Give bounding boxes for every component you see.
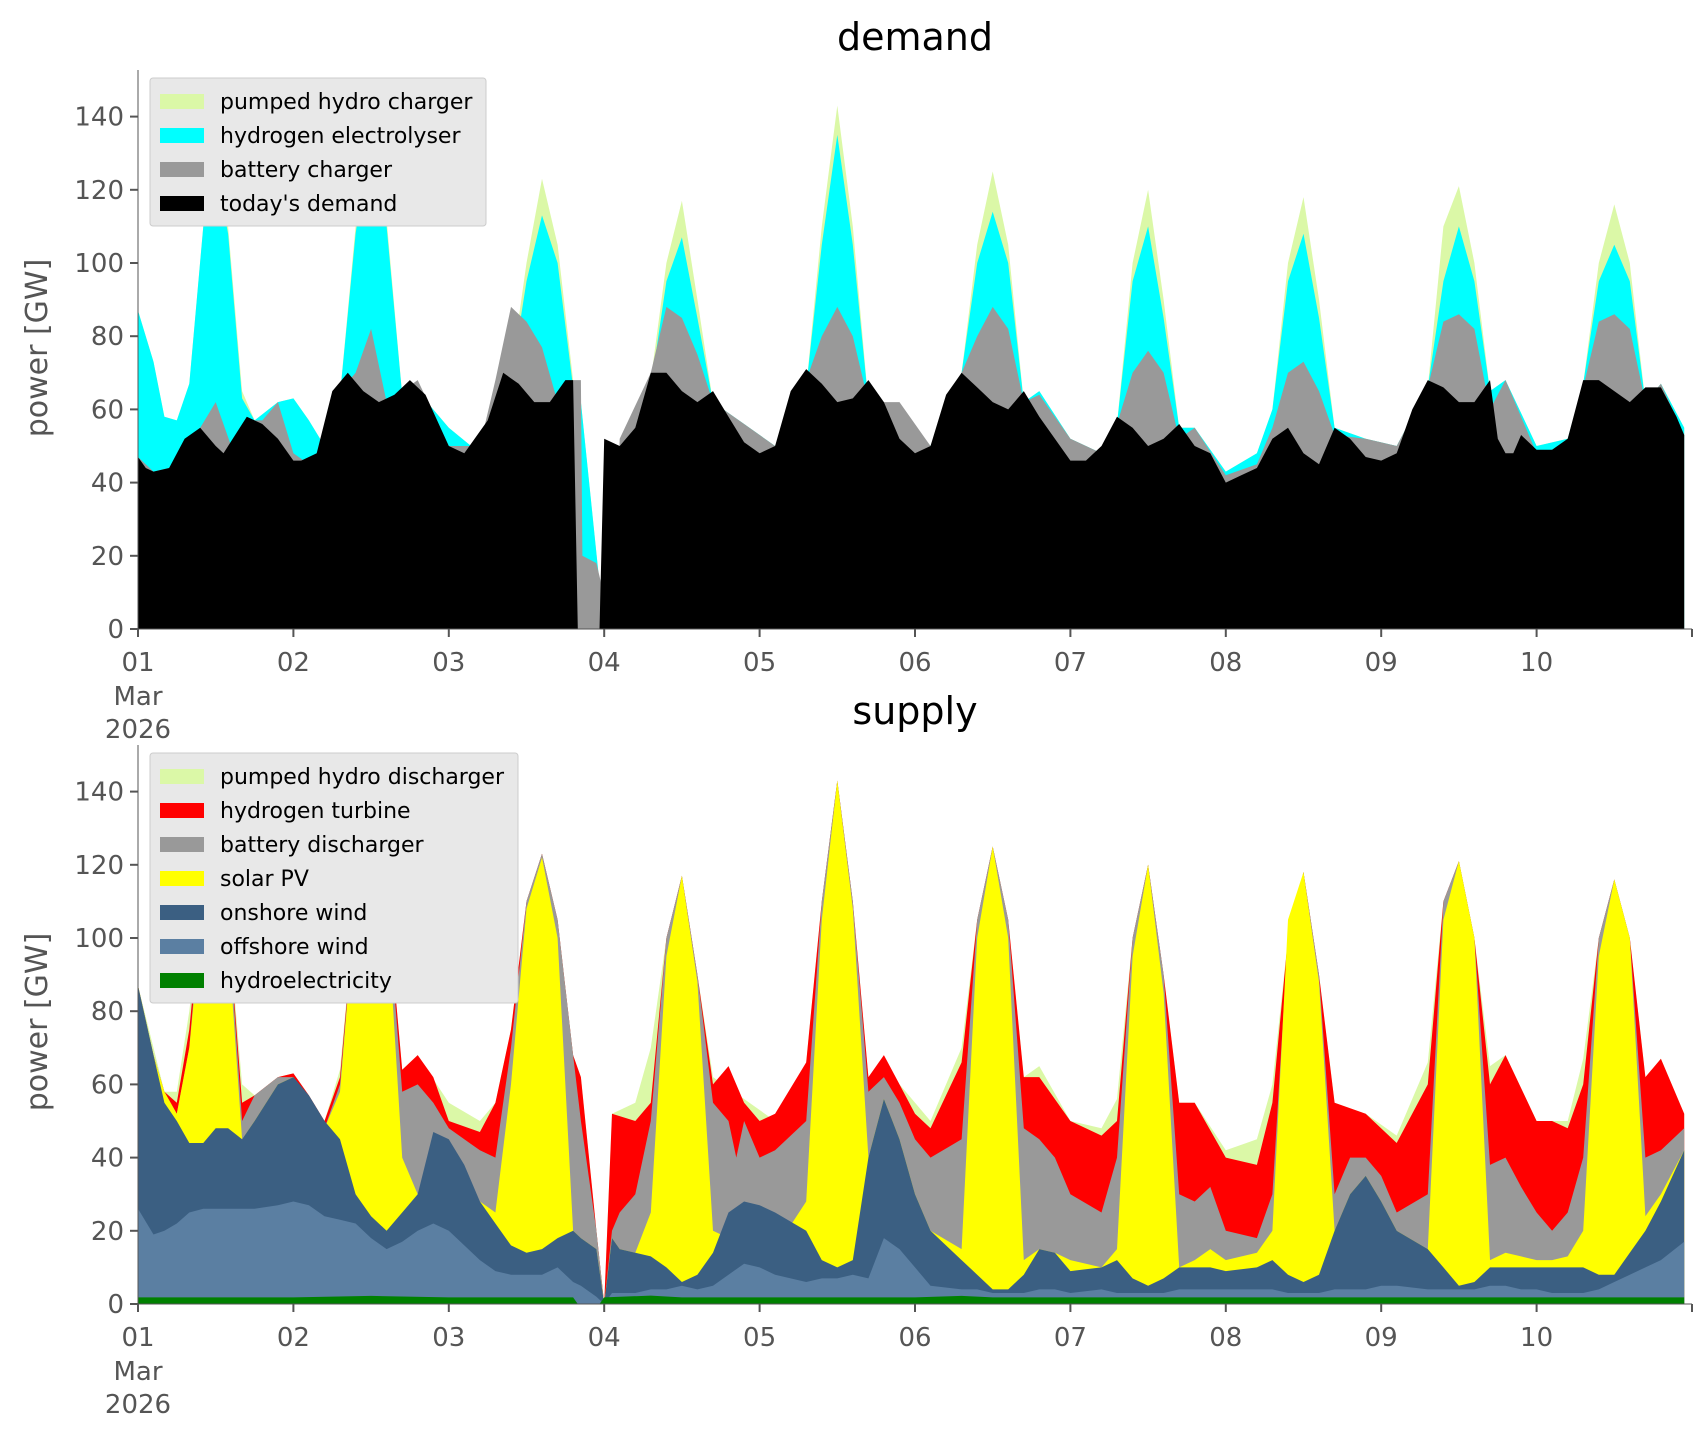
x-tick-sublabel: 2026 (105, 715, 171, 745)
x-tick-label: 06 (898, 648, 931, 678)
area-layers (138, 105, 1685, 630)
y-axis-label: power [GW] (20, 933, 55, 1112)
legend-swatch (160, 94, 204, 109)
x-tick-label: 08 (1209, 648, 1242, 678)
legend-swatch (160, 162, 204, 177)
legend-label: pumped hydro discharger (220, 765, 505, 790)
legend-swatch (160, 939, 204, 954)
y-tick-label: 140 (74, 103, 124, 133)
chart-title: demand (837, 15, 993, 59)
x-tick-label: 02 (277, 1323, 310, 1353)
x-tick-label: 01 (121, 1323, 154, 1353)
legend-label: hydrogen electrolyser (220, 124, 461, 149)
legend: pumped hydro discharger hydrogen turbine b… (149, 752, 519, 1004)
y-tick-label: 20 (91, 542, 124, 572)
legend: pumped hydro charger hydrogen electrolyse… (149, 77, 487, 227)
area-solar-pv (138, 780, 1685, 1304)
x-tick-label: 10 (1520, 648, 1553, 678)
x-tick-sublabel: Mar (113, 1357, 162, 1387)
legend-swatch (160, 803, 204, 818)
area-today-s-demand (138, 369, 1685, 629)
legend-label: pumped hydro charger (220, 90, 473, 115)
y-tick-label: 0 (107, 615, 124, 645)
x-tick-sublabel: 2026 (105, 1390, 171, 1420)
legend-box (149, 77, 487, 227)
legend-swatch (160, 128, 204, 143)
x-tick-label: 08 (1209, 1323, 1242, 1353)
y-tick-label: 140 (74, 778, 124, 808)
legend-swatch (160, 769, 204, 784)
x-tick-label: 09 (1365, 1323, 1398, 1353)
legend-swatch (160, 837, 204, 852)
y-tick-label: 100 (74, 249, 124, 279)
legend-label: offshore wind (220, 935, 369, 960)
x-tick-label: 03 (432, 1323, 465, 1353)
area-layers (138, 780, 1685, 1304)
y-tick-label: 80 (91, 997, 124, 1027)
legend-label: solar PV (220, 867, 309, 892)
legend-swatch (160, 973, 204, 988)
legend-swatch (160, 905, 204, 920)
x-tick-label: 05 (743, 1323, 776, 1353)
x-tick-label: 03 (432, 648, 465, 678)
x-tick-label: 04 (588, 648, 621, 678)
y-tick-label: 120 (74, 176, 124, 206)
y-tick-label: 80 (91, 322, 124, 352)
x-tick-label: 06 (898, 1323, 931, 1353)
x-tick-label: 10 (1520, 1323, 1553, 1353)
chart-title: supply (852, 689, 977, 733)
legend-label: today's demand (220, 192, 397, 217)
legend-swatch (160, 871, 204, 886)
y-tick-label: 40 (91, 469, 124, 499)
legend-label: hydrogen turbine (220, 799, 411, 824)
x-tick-label: 04 (588, 1323, 621, 1353)
x-tick-label: 01 (121, 648, 154, 678)
legend-swatch (160, 196, 204, 211)
x-tick-label: 07 (1054, 1323, 1087, 1353)
y-tick-label: 120 (74, 851, 124, 881)
x-tick-sublabel: Mar (113, 682, 162, 712)
area-offshore-wind (138, 1201, 1685, 1304)
y-axis-label: power [GW] (20, 259, 55, 438)
legend-label: onshore wind (220, 901, 367, 926)
legend-box (149, 752, 519, 1004)
y-tick-label: 60 (91, 395, 124, 425)
x-tick-label: 09 (1365, 648, 1398, 678)
area-hydroelectricity (138, 1295, 1685, 1304)
legend-label: hydroelectricity (220, 969, 392, 994)
x-tick-label: 05 (743, 648, 776, 678)
legend-label: battery discharger (220, 833, 425, 858)
y-tick-label: 0 (107, 1290, 124, 1320)
y-tick-label: 20 (91, 1217, 124, 1247)
y-tick-label: 60 (91, 1070, 124, 1100)
x-tick-label: 07 (1054, 648, 1087, 678)
y-tick-label: 40 (91, 1144, 124, 1174)
y-tick-label: 100 (74, 924, 124, 954)
x-tick-label: 02 (277, 648, 310, 678)
legend-label: battery charger (220, 158, 393, 183)
